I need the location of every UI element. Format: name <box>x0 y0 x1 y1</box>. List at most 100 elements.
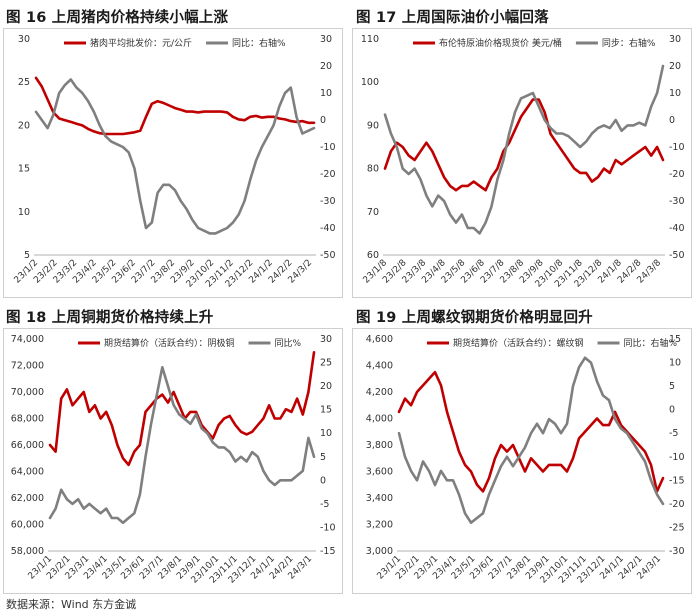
y-tick-left: 3,400 <box>366 493 393 504</box>
y-tick-left: 3,200 <box>366 520 393 531</box>
y-tick-right: 10 <box>320 428 332 439</box>
data-source-note: 数据来源：Wind 东方金诚 <box>6 598 137 611</box>
y-tick-left: 30 <box>18 34 30 45</box>
y-tick-right: -50 <box>320 250 336 261</box>
chart-svg: 3,000 3,200 3,400 3,600 3,800 4,000 4,200 4,400… <box>366 334 685 586</box>
chart-title: 图 19 上周螺纹钢期货价格明显回升 <box>356 310 593 326</box>
chart-svg: 51015202530-50-40-30-20-10010203023/1/22… <box>13 34 336 290</box>
y-tick-left: 62,000 <box>11 493 44 504</box>
y-tick-right: 0 <box>669 405 675 416</box>
legend-label: 期货结算价（活跃合约）：阴极铜 <box>104 337 235 349</box>
chart-frame: 3,000 3,200 3,400 3,600 3,800 4,000 4,200 4,400… <box>352 328 692 594</box>
y-tick-right: -25 <box>669 522 685 533</box>
y-tick-left: 60,000 <box>11 520 44 531</box>
legend-label: 同比：右轴% <box>232 37 286 49</box>
y-tick-right: -30 <box>669 546 685 557</box>
series-line-1 <box>397 370 665 493</box>
y-tick-left: 20 <box>18 120 30 131</box>
chart-svg: 58,000 60,000 62,000 64,000 66,000 68,000 70,0… <box>11 334 336 586</box>
series-line-2 <box>34 78 316 235</box>
chart-title: 图 18 上周铜期货价格持续上升 <box>6 310 214 326</box>
y-tick-left: 4,000 <box>366 414 393 425</box>
y-tick-left: 4,200 <box>366 387 393 398</box>
y-tick-left: 66,000 <box>11 440 44 451</box>
y-tick-left: 58,000 <box>11 546 44 557</box>
y-tick-left: 64,000 <box>11 467 44 478</box>
y-tick-right: 5 <box>669 381 675 392</box>
y-tick-right: -10 <box>320 142 336 153</box>
y-tick-right: -20 <box>669 499 685 510</box>
y-tick-left: 3,000 <box>366 546 393 557</box>
y-tick-left: 90 <box>367 120 379 131</box>
legend-label: 同比：右轴% <box>624 337 678 349</box>
y-tick-right: -10 <box>669 142 685 153</box>
y-tick-left: 25 <box>18 77 30 88</box>
series-line-1 <box>48 350 316 467</box>
chart-title: 图 17 上周国际油价小幅回落 <box>356 10 549 26</box>
chart-panel-18: 图 18 上周铜期货价格持续上升 58,000 60,000 62,000 64,00… <box>0 300 350 594</box>
y-tick-right: -20 <box>669 169 685 180</box>
legend-label: 同比% <box>275 337 302 349</box>
y-tick-right: -5 <box>320 499 329 510</box>
y-tick-right: 30 <box>320 34 332 45</box>
y-tick-right: 20 <box>320 381 332 392</box>
y-tick-left: 15 <box>18 164 30 175</box>
y-tick-left: 110 <box>361 34 379 45</box>
y-tick-left: 4,400 <box>366 361 393 372</box>
legend-label: 布伦特原油价格现货价 美元/桶 <box>439 37 562 49</box>
y-tick-left: 70 <box>367 207 379 218</box>
y-tick-right: 0 <box>669 115 675 126</box>
y-tick-left: 72,000 <box>11 361 44 372</box>
y-tick-right: 0 <box>320 475 326 486</box>
chart-frame: 5 10 15 20 25 30 -50 -40 -30 -20 -10 0 10 20 30 23/1/2 2… <box>3 28 343 298</box>
series-line-2 <box>397 356 665 524</box>
chart-panel-19: 图 19 上周螺纹钢期货价格明显回升 3,000 3,200 3,400 3,600 3… <box>350 300 700 594</box>
y-tick-left: 5 <box>24 250 30 261</box>
y-tick-right: -20 <box>320 169 336 180</box>
chart-svg: 60708090100110-50-40-30-20-10010203023/1… <box>361 34 685 290</box>
y-tick-right: 30 <box>669 34 681 45</box>
chart-panel-17: 图 17 上周国际油价小幅回落 60 70 80 90 100 110 -50 -40 -30-… <box>350 0 700 300</box>
y-tick-left: 3,600 <box>366 467 393 478</box>
y-tick-right: -10 <box>320 522 336 533</box>
y-tick-right: 20 <box>320 61 332 72</box>
y-tick-right: -30 <box>320 196 336 207</box>
y-tick-left: 68,000 <box>11 414 44 425</box>
series-line-2 <box>48 365 316 524</box>
y-tick-left: 70,000 <box>11 387 44 398</box>
y-tick-left: 4,600 <box>366 334 393 345</box>
chart-title: 图 16 上周猪肉价格持续小幅上涨 <box>6 10 229 26</box>
y-tick-left: 10 <box>18 207 30 218</box>
chart-panel-16: 图 16 上周猪肉价格持续小幅上涨 5 10 15 20 25 30 -50 -40 -30 -2… <box>0 0 350 300</box>
legend-label: 同步：右轴% <box>602 37 656 49</box>
y-tick-right: 30 <box>320 334 332 345</box>
y-tick-left: 80 <box>367 164 379 175</box>
y-tick-right: 0 <box>320 115 326 126</box>
y-tick-right: 10 <box>669 358 681 369</box>
y-tick-right: -40 <box>320 223 336 234</box>
y-tick-left: 74,000 <box>11 334 44 345</box>
legend-label: 期货结算价（活跃合约）：螺纹钢 <box>453 337 584 349</box>
y-tick-right: 10 <box>669 88 681 99</box>
y-tick-right: -30 <box>669 196 685 207</box>
y-tick-right: 15 <box>320 405 332 416</box>
series-line-1 <box>34 76 316 136</box>
chart-frame: 60 70 80 90 100 110 -50 -40 -30 -20 -10 0 10 20 30 23/1… <box>352 28 692 298</box>
series-line-1 <box>383 98 665 192</box>
y-tick-right: 10 <box>320 88 332 99</box>
y-tick-left: 60 <box>367 250 379 261</box>
y-tick-right: -40 <box>669 223 685 234</box>
y-tick-left: 100 <box>361 77 379 88</box>
y-tick-right: -10 <box>669 452 685 463</box>
y-tick-right: -50 <box>669 250 685 261</box>
y-tick-right: 25 <box>320 358 332 369</box>
y-tick-right: 20 <box>669 61 681 72</box>
legend-label: 猪肉平均批发价：元/公斤 <box>90 37 192 49</box>
chart-frame: 58,000 60,000 62,000 64,000 66,000 68,000 70,0… <box>3 328 343 594</box>
y-tick-right: 5 <box>320 452 326 463</box>
y-tick-right: -15 <box>669 475 685 486</box>
y-tick-right: -5 <box>669 428 678 439</box>
series-line-2 <box>383 64 665 235</box>
y-tick-right: 15 <box>669 334 681 345</box>
y-tick-right: -15 <box>320 546 336 557</box>
